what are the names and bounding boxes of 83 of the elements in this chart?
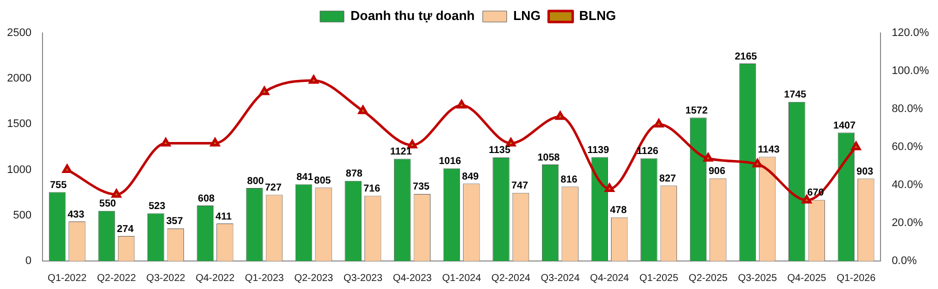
data-label: 478 (610, 205, 628, 216)
data-label: 727 (264, 182, 282, 194)
point (112, 189, 122, 198)
y2-tick-label: 40.0% (892, 179, 924, 192)
x-tick-label: Q3-2022 (146, 272, 186, 284)
point (456, 100, 466, 108)
x-tick-label: Q4-2022 (196, 272, 235, 284)
x-tick-label: Q2-2023 (294, 272, 334, 284)
data-label: 827 (659, 173, 676, 184)
data-label: 274 (116, 224, 134, 235)
y2-tick-label: 0.0% (892, 255, 917, 268)
x-tick-label: Q4-2023 (392, 272, 432, 284)
legend-label: LNG (513, 8, 541, 24)
legend-label: BLNG (579, 8, 616, 24)
x-tick-label: Q1-2025 (639, 272, 679, 284)
x-tick-label: Q2-2025 (688, 272, 728, 284)
data-label: 735 (412, 182, 430, 193)
y-tick-label: 0 (25, 255, 32, 268)
point (408, 140, 417, 148)
data-label: 878 (346, 168, 363, 180)
point (604, 184, 614, 192)
point (851, 142, 861, 150)
data-label: 523 (148, 201, 166, 212)
data-label: 805 (314, 175, 332, 186)
x-tick-label: Q1-2024 (442, 272, 482, 284)
data-label: 1143 (758, 144, 780, 156)
y2-tick-label: 20.0% (892, 217, 924, 230)
point (260, 86, 270, 96)
data-label: 357 (166, 216, 184, 228)
y-tick-label: 500 (13, 209, 32, 222)
x-tick-label: Q3-2023 (344, 272, 383, 284)
data-label: 1407 (833, 120, 856, 132)
data-label: 903 (856, 166, 874, 178)
data-label: 550 (99, 198, 116, 210)
data-label: 1126 (636, 146, 659, 158)
x-tick-label: Q2-2024 (491, 272, 531, 284)
y-tick-label: 1500 (6, 118, 32, 130)
x-tick-label: Q3-2025 (738, 272, 778, 284)
y2-tick-label: 60.0% (892, 141, 924, 154)
point (752, 158, 762, 168)
data-label: 1745 (784, 90, 807, 101)
x-tick-label: Q4-2025 (787, 272, 827, 284)
data-label: 841 (296, 172, 314, 184)
data-label: 1058 (537, 152, 560, 164)
y2-tick-label: 120.0% (892, 27, 930, 40)
data-label: 1139 (587, 144, 610, 156)
point (308, 75, 318, 84)
point (703, 153, 713, 162)
point (506, 138, 516, 146)
x-tick-label: Q1-2026 (836, 272, 876, 284)
y-tick-label: 1000 (6, 164, 32, 176)
y2-tick-label: 80.0% (892, 103, 924, 116)
point (555, 111, 565, 120)
y-tick-label: 2000 (6, 72, 32, 85)
data-label: 755 (50, 180, 68, 191)
data-label: 747 (511, 180, 528, 192)
point (802, 194, 812, 204)
data-label: 411 (216, 211, 232, 222)
point (210, 138, 220, 146)
data-label: 1121 (390, 146, 412, 158)
data-label: 800 (247, 176, 264, 187)
point (358, 106, 368, 114)
data-label: 2165 (734, 51, 758, 62)
data-label: 816 (560, 174, 578, 186)
x-tick-label: Q1-2023 (244, 272, 284, 284)
data-label: 849 (462, 171, 480, 182)
point (654, 118, 664, 128)
legend-label: Doanh thu tự doanh (350, 8, 475, 24)
x-tick-label: Q3-2024 (540, 272, 580, 284)
y-tick-label: 2500 (6, 27, 32, 40)
data-label: 1572 (685, 105, 708, 116)
y2-tick-label: 100.0% (892, 65, 930, 78)
data-label: 608 (198, 193, 215, 204)
x-tick-label: Q1-2022 (48, 272, 88, 284)
data-label: 1135 (488, 145, 511, 156)
x-tick-label: Q4-2024 (590, 272, 630, 284)
data-label: 433 (68, 209, 85, 220)
x-tick-label: Q2-2022 (96, 272, 136, 284)
data-label: 716 (363, 183, 381, 194)
data-label: 906 (708, 166, 726, 178)
data-label: 1016 (438, 156, 462, 168)
point (161, 138, 170, 146)
point (62, 164, 72, 174)
